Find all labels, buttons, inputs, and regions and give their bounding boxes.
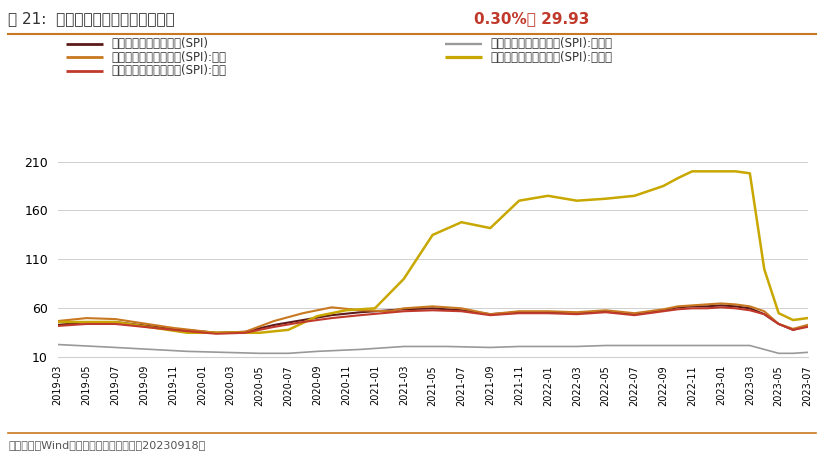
Text: 光伏行业综合价格指数(SPI):硅片: 光伏行业综合价格指数(SPI):硅片 [111, 51, 227, 64]
Text: 0.30%至 29.93: 0.30%至 29.93 [474, 11, 589, 27]
Text: 资料来源：Wind，招商证券（更新时间：20230918）: 资料来源：Wind，招商证券（更新时间：20230918） [8, 440, 205, 450]
Text: 光伏行业综合价格指数(SPI):多晶硅: 光伏行业综合价格指数(SPI):多晶硅 [490, 51, 612, 64]
Text: 光伏行业综合价格指数(SPI): 光伏行业综合价格指数(SPI) [111, 37, 208, 50]
Text: 光伏行业综合价格指数(SPI):组件: 光伏行业综合价格指数(SPI):组件 [111, 65, 227, 77]
Text: 图 21:  光伏行业价格指数周环比下行: 图 21: 光伏行业价格指数周环比下行 [8, 11, 180, 27]
Text: 光伏行业综合价格指数(SPI):电池片: 光伏行业综合价格指数(SPI):电池片 [490, 37, 612, 50]
